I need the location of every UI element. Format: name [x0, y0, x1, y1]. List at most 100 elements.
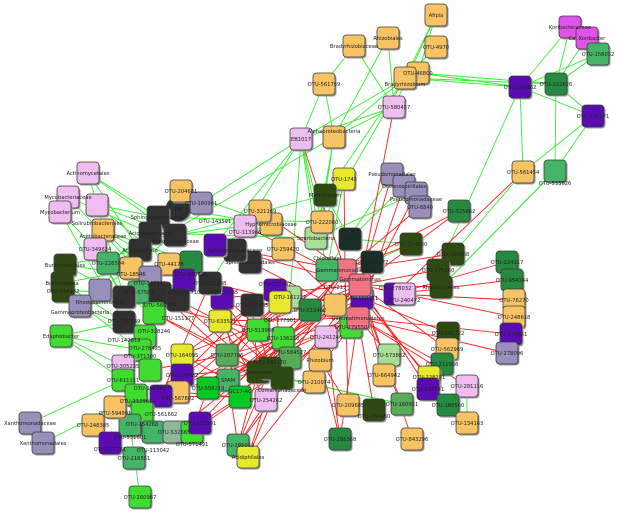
- node[interactable]: [310, 210, 335, 235]
- node[interactable]: [76, 161, 101, 186]
- node[interactable]: [393, 66, 418, 91]
- node[interactable]: [268, 290, 293, 315]
- node[interactable]: [323, 293, 348, 318]
- node-shape[interactable]: [392, 282, 416, 306]
- node-shape[interactable]: [233, 214, 257, 238]
- node[interactable]: [223, 238, 248, 263]
- node[interactable]: [196, 376, 221, 401]
- node[interactable]: [313, 183, 338, 208]
- node-shape[interactable]: [436, 393, 460, 417]
- node[interactable]: [338, 227, 363, 252]
- node[interactable]: [436, 393, 461, 418]
- node[interactable]: [298, 298, 323, 323]
- node-shape[interactable]: [196, 376, 220, 400]
- node[interactable]: [424, 35, 449, 60]
- node[interactable]: [399, 232, 424, 257]
- node[interactable]: [233, 214, 258, 239]
- node[interactable]: [315, 258, 340, 283]
- node-shape[interactable]: [68, 294, 92, 318]
- node-shape[interactable]: [312, 72, 336, 96]
- node[interactable]: [500, 268, 525, 293]
- node[interactable]: [48, 200, 73, 225]
- node-shape[interactable]: [429, 275, 453, 299]
- node[interactable]: [508, 75, 533, 100]
- node-shape[interactable]: [98, 431, 122, 455]
- node-shape[interactable]: [163, 223, 187, 247]
- node[interactable]: [246, 318, 271, 343]
- node-shape[interactable]: [118, 413, 142, 437]
- node-shape[interactable]: [142, 301, 166, 325]
- node-shape[interactable]: [348, 273, 372, 297]
- node[interactable]: [122, 446, 147, 471]
- node[interactable]: [91, 218, 116, 243]
- node-shape[interactable]: [112, 310, 136, 334]
- node-shape[interactable]: [18, 411, 42, 435]
- node-shape[interactable]: [362, 398, 386, 422]
- node[interactable]: [141, 420, 166, 445]
- node-shape[interactable]: [323, 293, 347, 317]
- node[interactable]: [254, 388, 279, 413]
- node[interactable]: [328, 427, 353, 452]
- node[interactable]: [142, 301, 167, 326]
- node[interactable]: [31, 431, 56, 456]
- node[interactable]: [98, 431, 123, 456]
- node[interactable]: [112, 310, 137, 335]
- node[interactable]: [346, 306, 371, 331]
- node-shape[interactable]: [88, 278, 112, 302]
- node[interactable]: [103, 395, 128, 420]
- node[interactable]: [308, 348, 333, 373]
- node[interactable]: [128, 485, 153, 510]
- node-shape[interactable]: [96, 251, 120, 275]
- node-shape[interactable]: [49, 324, 73, 348]
- node[interactable]: [416, 377, 441, 402]
- node-shape[interactable]: [372, 363, 396, 387]
- node-shape[interactable]: [310, 210, 334, 234]
- node[interactable]: [455, 374, 480, 399]
- node[interactable]: [372, 363, 397, 388]
- node-shape[interactable]: [240, 293, 264, 317]
- node[interactable]: [128, 338, 153, 363]
- node-shape[interactable]: [314, 325, 338, 349]
- node[interactable]: [189, 191, 214, 216]
- node-shape[interactable]: [447, 199, 471, 223]
- node[interactable]: [271, 237, 296, 262]
- node-shape[interactable]: [289, 127, 313, 151]
- node[interactable]: [169, 179, 194, 204]
- node[interactable]: [112, 285, 137, 310]
- node[interactable]: [543, 159, 568, 184]
- node[interactable]: [581, 104, 606, 129]
- node-shape[interactable]: [511, 160, 535, 184]
- node-shape[interactable]: [455, 411, 479, 435]
- node[interactable]: [289, 127, 314, 152]
- node-shape[interactable]: [399, 232, 423, 256]
- node-shape[interactable]: [544, 72, 568, 96]
- node-shape[interactable]: [169, 179, 193, 203]
- node-shape[interactable]: [268, 290, 292, 314]
- node-shape[interactable]: [328, 427, 352, 451]
- node-shape[interactable]: [138, 358, 162, 382]
- node-shape[interactable]: [586, 42, 610, 66]
- node[interactable]: [511, 160, 536, 185]
- node[interactable]: [188, 411, 213, 436]
- node[interactable]: [302, 370, 327, 395]
- node[interactable]: [382, 95, 407, 120]
- node-shape[interactable]: [416, 377, 440, 401]
- node-shape[interactable]: [424, 3, 448, 27]
- node-shape[interactable]: [342, 34, 366, 58]
- node-shape[interactable]: [581, 104, 605, 128]
- node[interactable]: [85, 193, 110, 218]
- node[interactable]: [336, 393, 361, 418]
- node-shape[interactable]: [393, 66, 417, 90]
- node-shape[interactable]: [81, 413, 105, 437]
- node-shape[interactable]: [103, 395, 127, 419]
- node-shape[interactable]: [495, 341, 519, 365]
- node-shape[interactable]: [189, 191, 213, 215]
- node-shape[interactable]: [298, 298, 322, 322]
- node-shape[interactable]: [315, 258, 339, 282]
- node-shape[interactable]: [215, 343, 239, 367]
- node[interactable]: [495, 341, 520, 366]
- node[interactable]: [390, 392, 415, 417]
- node-shape[interactable]: [51, 279, 75, 303]
- node[interactable]: [81, 413, 106, 438]
- node[interactable]: [586, 42, 611, 67]
